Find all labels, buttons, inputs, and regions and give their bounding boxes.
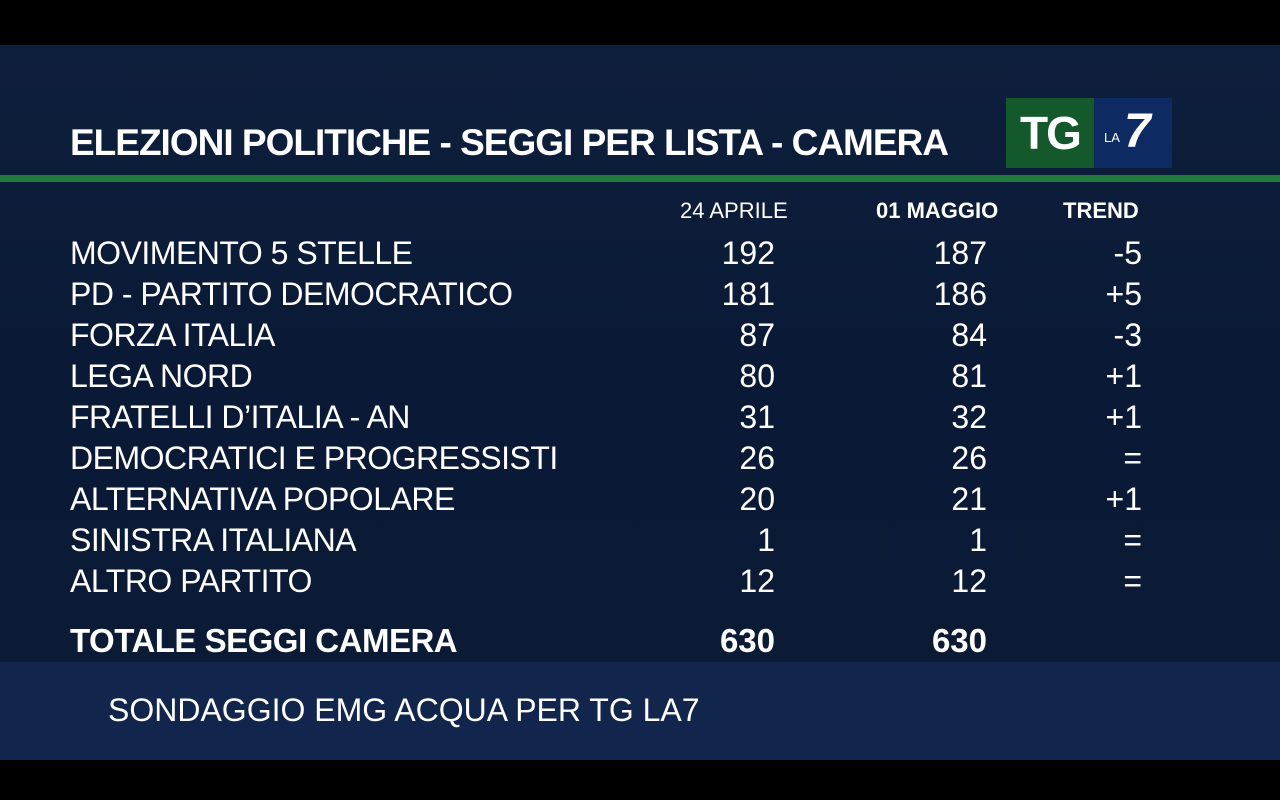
trend-value: -5 (1113, 235, 1142, 271)
party-name: PD - PARTITO DEMOCRATICO (70, 276, 513, 312)
source-note: SONDAGGIO EMG ACQUA PER TG LA7 (108, 692, 700, 728)
trend-value: = (1123, 563, 1142, 599)
table-row: MOVIMENTO 5 STELLE 192 187 -5 (0, 233, 1280, 274)
table-row: PD - PARTITO DEMOCRATICO 181 186 +5 (0, 274, 1280, 315)
seats-01-maggio: 186 (933, 276, 987, 312)
party-name: ALTRO PARTITO (70, 563, 312, 599)
seats-24-aprile: 12 (739, 563, 775, 599)
seats-24-aprile: 80 (739, 358, 775, 394)
seats-01-maggio: 81 (951, 358, 987, 394)
party-name: MOVIMENTO 5 STELLE (70, 235, 413, 271)
green-divider (0, 175, 1280, 182)
party-name: SINISTRA ITALIANA (70, 522, 357, 558)
footer-band (0, 662, 1280, 760)
column-header-trend: TREND (1063, 198, 1139, 223)
tg-la7-logo: TG LA 7 (1006, 98, 1172, 168)
logo-7: 7 (1124, 105, 1151, 158)
seats-01-maggio: 26 (951, 440, 987, 476)
table-row: ALTERNATIVA POPOLARE 20 21 +1 (0, 479, 1280, 520)
table-row: DEMOCRATICI E PROGRESSISTI 26 26 = (0, 438, 1280, 479)
results-table: MOVIMENTO 5 STELLE 192 187 -5 PD - PARTITO D… (0, 233, 1280, 602)
logo-tg: TG (1006, 98, 1094, 168)
trend-value: +1 (1105, 481, 1142, 517)
table-row: FRATELLI D’ITALIA - AN 31 32 +1 (0, 397, 1280, 438)
column-header-01-maggio: 01 MAGGIO (876, 198, 999, 223)
page-title: ELEZIONI POLITICHE - SEGGI PER LISTA - C… (70, 122, 949, 163)
table-row: LEGA NORD 80 81 +1 (0, 356, 1280, 397)
party-name: LEGA NORD (70, 358, 253, 394)
trend-value: +1 (1105, 358, 1142, 394)
trend-value: +1 (1105, 399, 1142, 435)
party-name: DEMOCRATICI E PROGRESSISTI (70, 440, 558, 476)
total-may: 630 (931, 622, 987, 659)
seats-24-aprile: 192 (721, 235, 775, 271)
seats-01-maggio: 12 (951, 563, 987, 599)
table-row: FORZA ITALIA 87 84 -3 (0, 315, 1280, 356)
seats-24-aprile: 1 (757, 522, 775, 558)
trend-value: +5 (1105, 276, 1142, 312)
trend-value: -3 (1113, 317, 1142, 353)
seats-01-maggio: 187 (933, 235, 987, 271)
seats-01-maggio: 84 (951, 317, 987, 353)
trend-value: = (1123, 440, 1142, 476)
total-label: TOTALE SEGGI CAMERA (70, 622, 458, 659)
total-apr: 630 (719, 622, 775, 659)
party-name: FORZA ITALIA (70, 317, 276, 353)
seats-24-aprile: 20 (739, 481, 775, 517)
table-row: SINISTRA ITALIANA 1 1 = (0, 520, 1280, 561)
seats-24-aprile: 87 (739, 317, 775, 353)
seats-24-aprile: 31 (739, 399, 775, 435)
party-name: ALTERNATIVA POPOLARE (70, 481, 455, 517)
trend-value: = (1123, 522, 1142, 558)
seats-24-aprile: 181 (721, 276, 775, 312)
seats-01-maggio: 21 (951, 481, 987, 517)
table-row: ALTRO PARTITO 12 12 = (0, 561, 1280, 602)
seats-01-maggio: 32 (951, 399, 987, 435)
logo-la: LA (1104, 130, 1120, 145)
seats-01-maggio: 1 (969, 522, 987, 558)
logo-la7: LA 7 (1094, 98, 1172, 168)
column-header-24-aprile: 24 APRILE (680, 198, 788, 223)
seats-24-aprile: 26 (739, 440, 775, 476)
total-row: TOTALE SEGGI CAMERA 630 630 (0, 620, 1280, 662)
party-name: FRATELLI D’ITALIA - AN (70, 399, 410, 435)
